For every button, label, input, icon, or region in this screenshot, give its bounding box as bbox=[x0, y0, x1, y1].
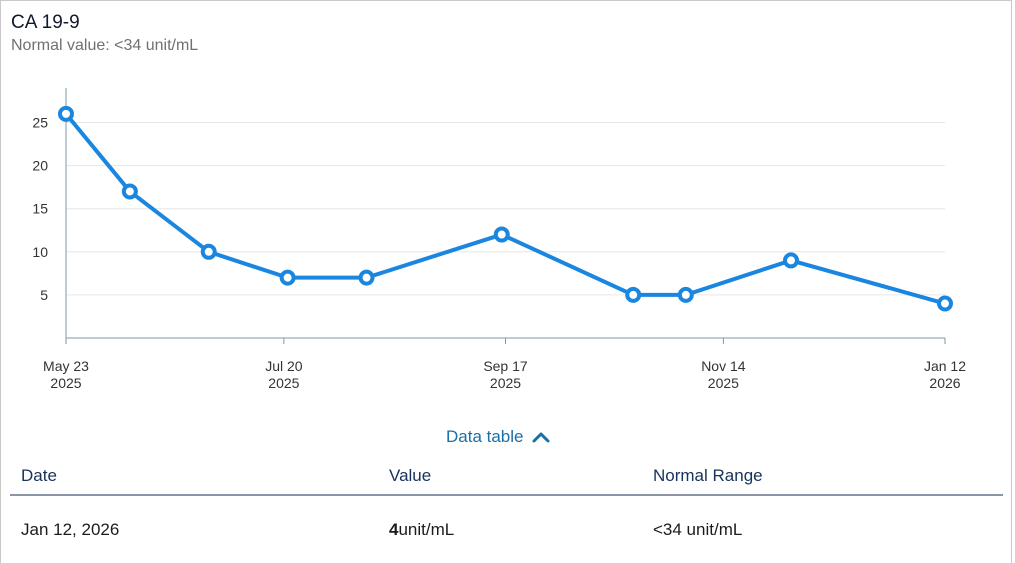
data-point bbox=[782, 252, 799, 269]
data-point bbox=[200, 243, 217, 260]
row-date: Jan 12, 2026 bbox=[21, 520, 120, 539]
data-point bbox=[358, 269, 375, 286]
column-header-date: Date bbox=[21, 466, 57, 485]
x-tick-label-year: 2026 bbox=[929, 375, 960, 391]
x-tick-label: Jul 20 bbox=[265, 358, 303, 374]
x-tick-label: May 23 bbox=[43, 358, 89, 374]
row-value-unit: unit/mL bbox=[398, 520, 455, 539]
data-point bbox=[58, 105, 74, 122]
normal-value-subtitle: Normal value: <34 unit/mL bbox=[11, 37, 199, 54]
data-point bbox=[625, 286, 642, 303]
y-tick-label: 20 bbox=[32, 158, 48, 174]
series-line bbox=[64, 111, 947, 306]
column-header-normal-range: Normal Range bbox=[653, 466, 763, 485]
data-table-toggle-label: Data table bbox=[446, 427, 524, 446]
y-tick-label: 15 bbox=[32, 201, 48, 217]
x-tick-label-year: 2025 bbox=[268, 375, 299, 391]
y-tick-label: 25 bbox=[32, 114, 48, 130]
x-tick-label-year: 2025 bbox=[490, 375, 521, 391]
data-point bbox=[677, 286, 694, 303]
data-table-header: Date Value Normal Range bbox=[10, 464, 1003, 496]
data-point bbox=[121, 183, 138, 200]
row-value: 4unit/mL bbox=[389, 520, 454, 540]
data-point bbox=[493, 226, 510, 243]
data-point bbox=[937, 295, 953, 312]
x-tick-label: Sep 17 bbox=[483, 358, 528, 374]
y-tick-label: 10 bbox=[32, 244, 48, 260]
x-tick-label-year: 2025 bbox=[708, 375, 739, 391]
table-row: Jan 12, 2026 4unit/mL <34 unit/mL bbox=[10, 518, 1003, 546]
row-value-number: 4 bbox=[389, 520, 399, 539]
column-header-value: Value bbox=[389, 466, 432, 485]
x-tick-label-year: 2025 bbox=[50, 375, 81, 391]
y-tick-label: 5 bbox=[40, 287, 48, 303]
chart-title: CA 19-9 bbox=[11, 12, 80, 33]
data-point bbox=[279, 269, 296, 286]
x-tick-label: Nov 14 bbox=[701, 358, 746, 374]
row-normal-range: <34 unit/mL bbox=[653, 520, 743, 539]
x-tick-label: Jan 12 bbox=[924, 358, 966, 374]
data-table-toggle[interactable]: Data table bbox=[446, 427, 550, 447]
chevron-up-icon bbox=[532, 432, 549, 443]
